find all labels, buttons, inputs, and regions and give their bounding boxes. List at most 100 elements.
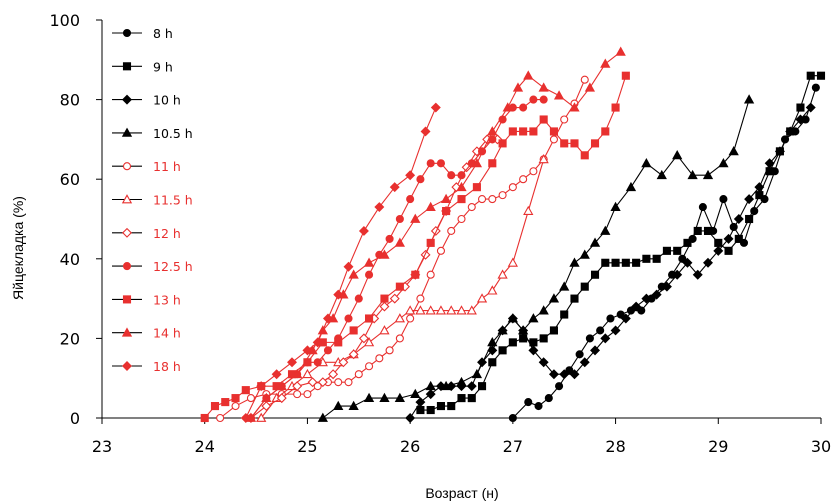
point-marker — [575, 350, 584, 359]
point-marker — [519, 103, 528, 112]
point-marker — [795, 114, 806, 125]
point-marker — [497, 269, 508, 279]
legend-item: 18 h — [112, 359, 181, 374]
point-marker — [524, 398, 533, 407]
legend-label: 14 h — [153, 326, 181, 341]
point-marker — [523, 205, 534, 215]
point-marker — [395, 214, 404, 224]
point-marker — [651, 289, 662, 300]
point-marker — [580, 151, 589, 160]
point-marker — [471, 368, 483, 379]
point-marker — [728, 146, 739, 156]
legend-item: 10 h — [112, 93, 181, 108]
point-marker — [122, 361, 132, 371]
point-marker — [507, 257, 518, 267]
point-marker — [363, 257, 375, 267]
point-marker — [539, 334, 548, 343]
point-marker — [328, 369, 339, 380]
point-marker — [271, 369, 282, 380]
point-marker — [447, 402, 456, 411]
series-line — [245, 107, 437, 419]
y-tick-label: 80 — [60, 91, 80, 110]
point-marker — [652, 254, 661, 263]
point-marker — [246, 394, 255, 403]
point-marker — [528, 313, 539, 323]
point-marker — [467, 203, 476, 212]
point-marker — [631, 301, 642, 312]
point-marker — [303, 390, 312, 399]
legend-label: 12 h — [153, 226, 181, 241]
point-marker — [621, 258, 630, 267]
point-marker — [276, 380, 287, 391]
x-tick-label: 26 — [400, 437, 420, 456]
point-marker — [200, 413, 209, 423]
point-marker — [559, 369, 570, 380]
point-marker — [472, 183, 481, 192]
x-tick-label: 25 — [297, 437, 317, 456]
point-marker — [322, 313, 333, 324]
point-marker — [569, 102, 580, 112]
y-tick-label: 20 — [60, 329, 80, 348]
point-marker — [446, 305, 457, 315]
point-marker — [122, 28, 132, 38]
point-marker — [394, 392, 406, 403]
point-marker — [538, 153, 549, 164]
point-marker — [261, 401, 272, 412]
point-marker — [743, 94, 755, 104]
point-marker — [718, 157, 729, 168]
point-marker — [498, 191, 507, 200]
point-marker — [534, 402, 543, 411]
point-marker — [410, 388, 421, 399]
point-marker — [703, 257, 713, 268]
point-marker — [662, 246, 671, 255]
point-marker — [702, 169, 714, 180]
point-marker — [560, 139, 569, 148]
point-marker — [405, 305, 416, 315]
point-marker — [221, 398, 230, 407]
point-marker — [590, 139, 600, 148]
axes: 23 24 25 26 27 28 29 30 0 20 40 60 80 100 — [49, 11, 831, 456]
point-marker — [611, 103, 620, 112]
point-marker — [436, 159, 446, 168]
point-marker — [548, 369, 559, 380]
series-13-h — [200, 71, 630, 423]
point-marker — [672, 149, 683, 160]
point-marker — [302, 368, 313, 379]
point-marker — [816, 71, 826, 80]
point-marker — [538, 305, 549, 315]
point-marker — [292, 368, 303, 379]
point-marker — [538, 357, 549, 368]
point-marker — [560, 310, 569, 319]
point-marker — [334, 338, 343, 347]
point-marker — [745, 214, 754, 224]
point-marker — [497, 325, 508, 335]
legend-label: 18 h — [153, 359, 181, 374]
point-marker — [692, 269, 703, 280]
x-tick-label: 23 — [92, 437, 112, 456]
point-marker — [415, 305, 426, 315]
point-marker — [754, 182, 765, 193]
legend-item: 13 h — [112, 292, 181, 307]
point-marker — [457, 171, 466, 180]
point-marker — [416, 405, 425, 415]
point-marker — [755, 191, 764, 200]
point-marker — [416, 294, 425, 303]
point-marker — [596, 326, 605, 335]
point-marker — [601, 258, 610, 267]
point-marker — [538, 82, 549, 92]
point-marker — [580, 75, 589, 84]
legend-item: 11.5 h — [112, 193, 193, 208]
point-marker — [734, 234, 743, 243]
legend-item: 11 h — [112, 159, 181, 174]
point-marker — [210, 402, 220, 411]
point-marker — [122, 227, 132, 238]
point-marker — [601, 127, 610, 136]
series-line — [204, 75, 627, 419]
point-marker — [683, 238, 692, 247]
point-marker — [498, 139, 507, 148]
point-marker — [425, 389, 436, 400]
point-marker — [811, 83, 820, 92]
point-marker — [456, 181, 467, 192]
legend-label: 8 h — [153, 26, 173, 41]
